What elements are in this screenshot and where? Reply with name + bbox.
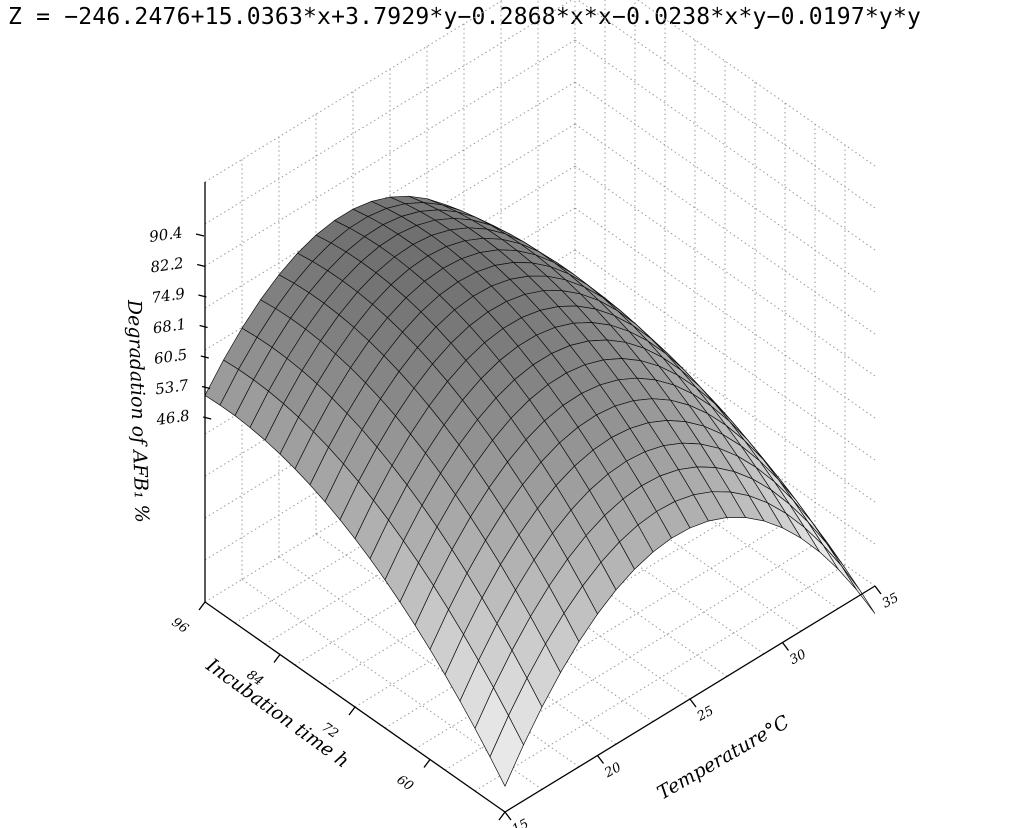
equation-title: Z = −246.2476+15.0363*x+3.7929*y−0.2868*… <box>8 4 922 30</box>
surface-mesh <box>204 195 876 788</box>
y-tick <box>348 706 356 716</box>
surface-cell <box>489 714 524 788</box>
y-tick-label: 48 <box>468 824 491 828</box>
grid-line <box>204 0 573 225</box>
z-tick-label: 46.8 <box>154 406 191 429</box>
z-tick <box>201 385 211 390</box>
z-tick <box>197 263 206 268</box>
x-tick-label: 35 <box>880 591 902 612</box>
z-tick <box>198 294 207 298</box>
x-tick-label: 25 <box>694 704 717 725</box>
x-tick-label: 15 <box>510 817 532 828</box>
z-tick <box>203 416 212 420</box>
back-edge <box>636 0 876 167</box>
x-tick <box>504 811 512 821</box>
y-tick <box>198 601 206 611</box>
z-tick-label: 82.2 <box>149 254 185 276</box>
grid-line <box>204 39 576 267</box>
x-tick <box>689 698 697 708</box>
surface-cell <box>804 527 839 570</box>
x-axis-label: Temperature°C <box>654 711 794 805</box>
y-tick-label: 96 <box>169 615 191 637</box>
z-tick <box>199 324 208 329</box>
y-tick <box>273 654 281 663</box>
z-tick-label: 74.9 <box>150 284 186 307</box>
x-tick-label: 30 <box>787 647 809 668</box>
z-tick <box>195 233 205 237</box>
z-tick-label: 90.4 <box>148 223 184 245</box>
z-tick-label: 60.5 <box>153 345 189 367</box>
y-tick <box>423 759 431 768</box>
z-axis-label: Degradation of AFB₁ % <box>123 298 153 523</box>
surface-cell <box>822 544 857 590</box>
x-tick-label: 20 <box>601 760 624 781</box>
z-tick-label: 53.7 <box>154 376 190 399</box>
grid-line <box>204 81 576 309</box>
x-tick <box>874 585 882 595</box>
grid-line <box>576 0 876 209</box>
x-tick <box>596 755 605 764</box>
x-tick <box>781 642 790 651</box>
y-tick-label: 60 <box>394 772 416 794</box>
z-tick-label: 68.1 <box>152 315 188 337</box>
z-tick <box>200 355 209 359</box>
y-tick <box>498 811 506 821</box>
y-axis-label: Incubation time h <box>201 654 353 773</box>
